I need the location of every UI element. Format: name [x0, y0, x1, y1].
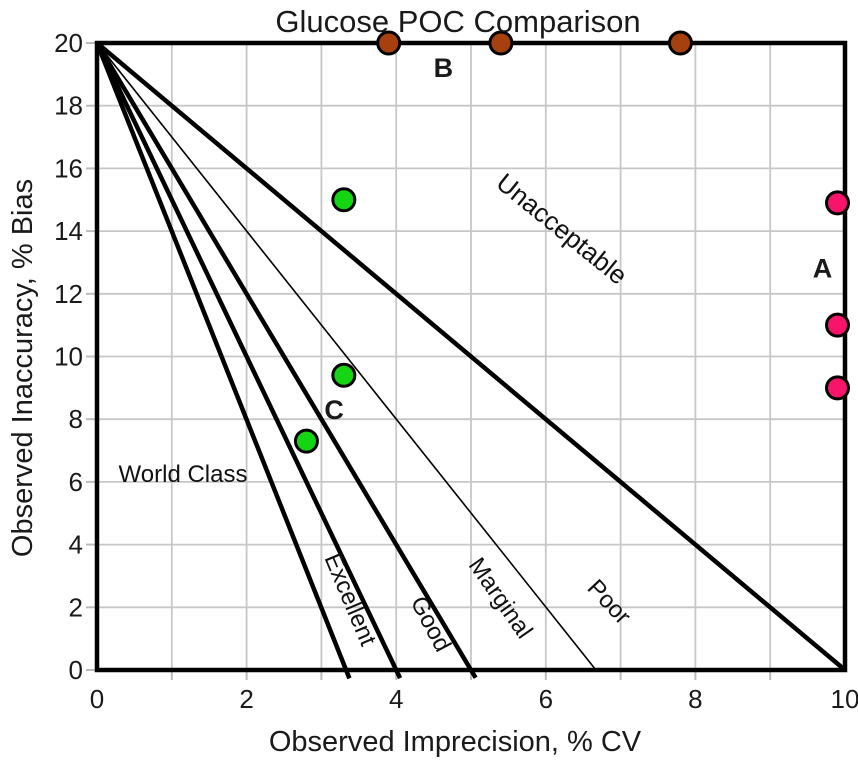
- x-tick-label-8: 8: [688, 684, 702, 714]
- x-tick-label-0: 0: [90, 684, 104, 714]
- data-point-B-2: [488, 30, 514, 56]
- y-tick-label-4: 4: [69, 530, 83, 560]
- plot-frame: [94, 40, 848, 673]
- x-tick-label-2: 2: [239, 684, 253, 714]
- y-tick-label-2: 2: [69, 592, 83, 622]
- series-label-B: B: [434, 53, 454, 83]
- boundary-line-2-sigma: [95, 41, 847, 672]
- x-tick-label-10: 10: [831, 684, 858, 714]
- boundary-line-4-sigma: [95, 41, 478, 679]
- series-label-A: A: [813, 254, 833, 284]
- boundary-line-5-sigma: [94, 42, 403, 680]
- y-axis-label: Observed Inaccuracy, % Bias: [7, 179, 39, 557]
- y-tick-label-12: 12: [54, 279, 83, 309]
- y-tick-label-8: 8: [69, 404, 83, 434]
- data-point-A-3: [825, 375, 851, 401]
- data-point-C-3: [293, 428, 319, 454]
- data-point-B-3: [667, 30, 693, 56]
- series-label-C: C: [324, 395, 344, 425]
- x-tick-label-6: 6: [539, 684, 553, 714]
- data-point-A-2: [825, 312, 851, 338]
- chart-generated-layer: World Class Excellent Good Marginal Poor Unac…: [54, 28, 858, 714]
- y-tick-label-10: 10: [54, 342, 83, 372]
- x-tick-label-4: 4: [389, 684, 403, 714]
- y-tick-label-0: 0: [69, 655, 83, 685]
- data-point-C-1: [331, 187, 357, 213]
- region-label-excellent: Excellent: [319, 550, 382, 650]
- region-label-marginal: Marginal: [463, 553, 538, 644]
- boundary-line-3-sigma: [96, 42, 597, 671]
- data-point-B-1: [376, 30, 402, 56]
- y-tick-label-16: 16: [54, 153, 83, 183]
- region-label-good: Good: [405, 592, 456, 657]
- data-point-C-2: [331, 362, 357, 388]
- region-label-poor: Poor: [582, 574, 636, 629]
- region-label-world-class: World Class: [119, 461, 248, 488]
- y-tick-label-6: 6: [69, 467, 83, 497]
- data-point-A-1: [825, 190, 851, 216]
- x-axis-label: Observed Imprecision, % CV: [269, 726, 642, 758]
- y-tick-label-14: 14: [54, 216, 83, 246]
- chart-title: Glucose POC Comparison: [275, 4, 640, 39]
- y-tick-label-18: 18: [54, 91, 83, 121]
- region-label-unacceptable: Unacceptable: [491, 167, 633, 290]
- boundary-line-6-sigma: [94, 42, 352, 680]
- y-tick-label-20: 20: [54, 28, 83, 58]
